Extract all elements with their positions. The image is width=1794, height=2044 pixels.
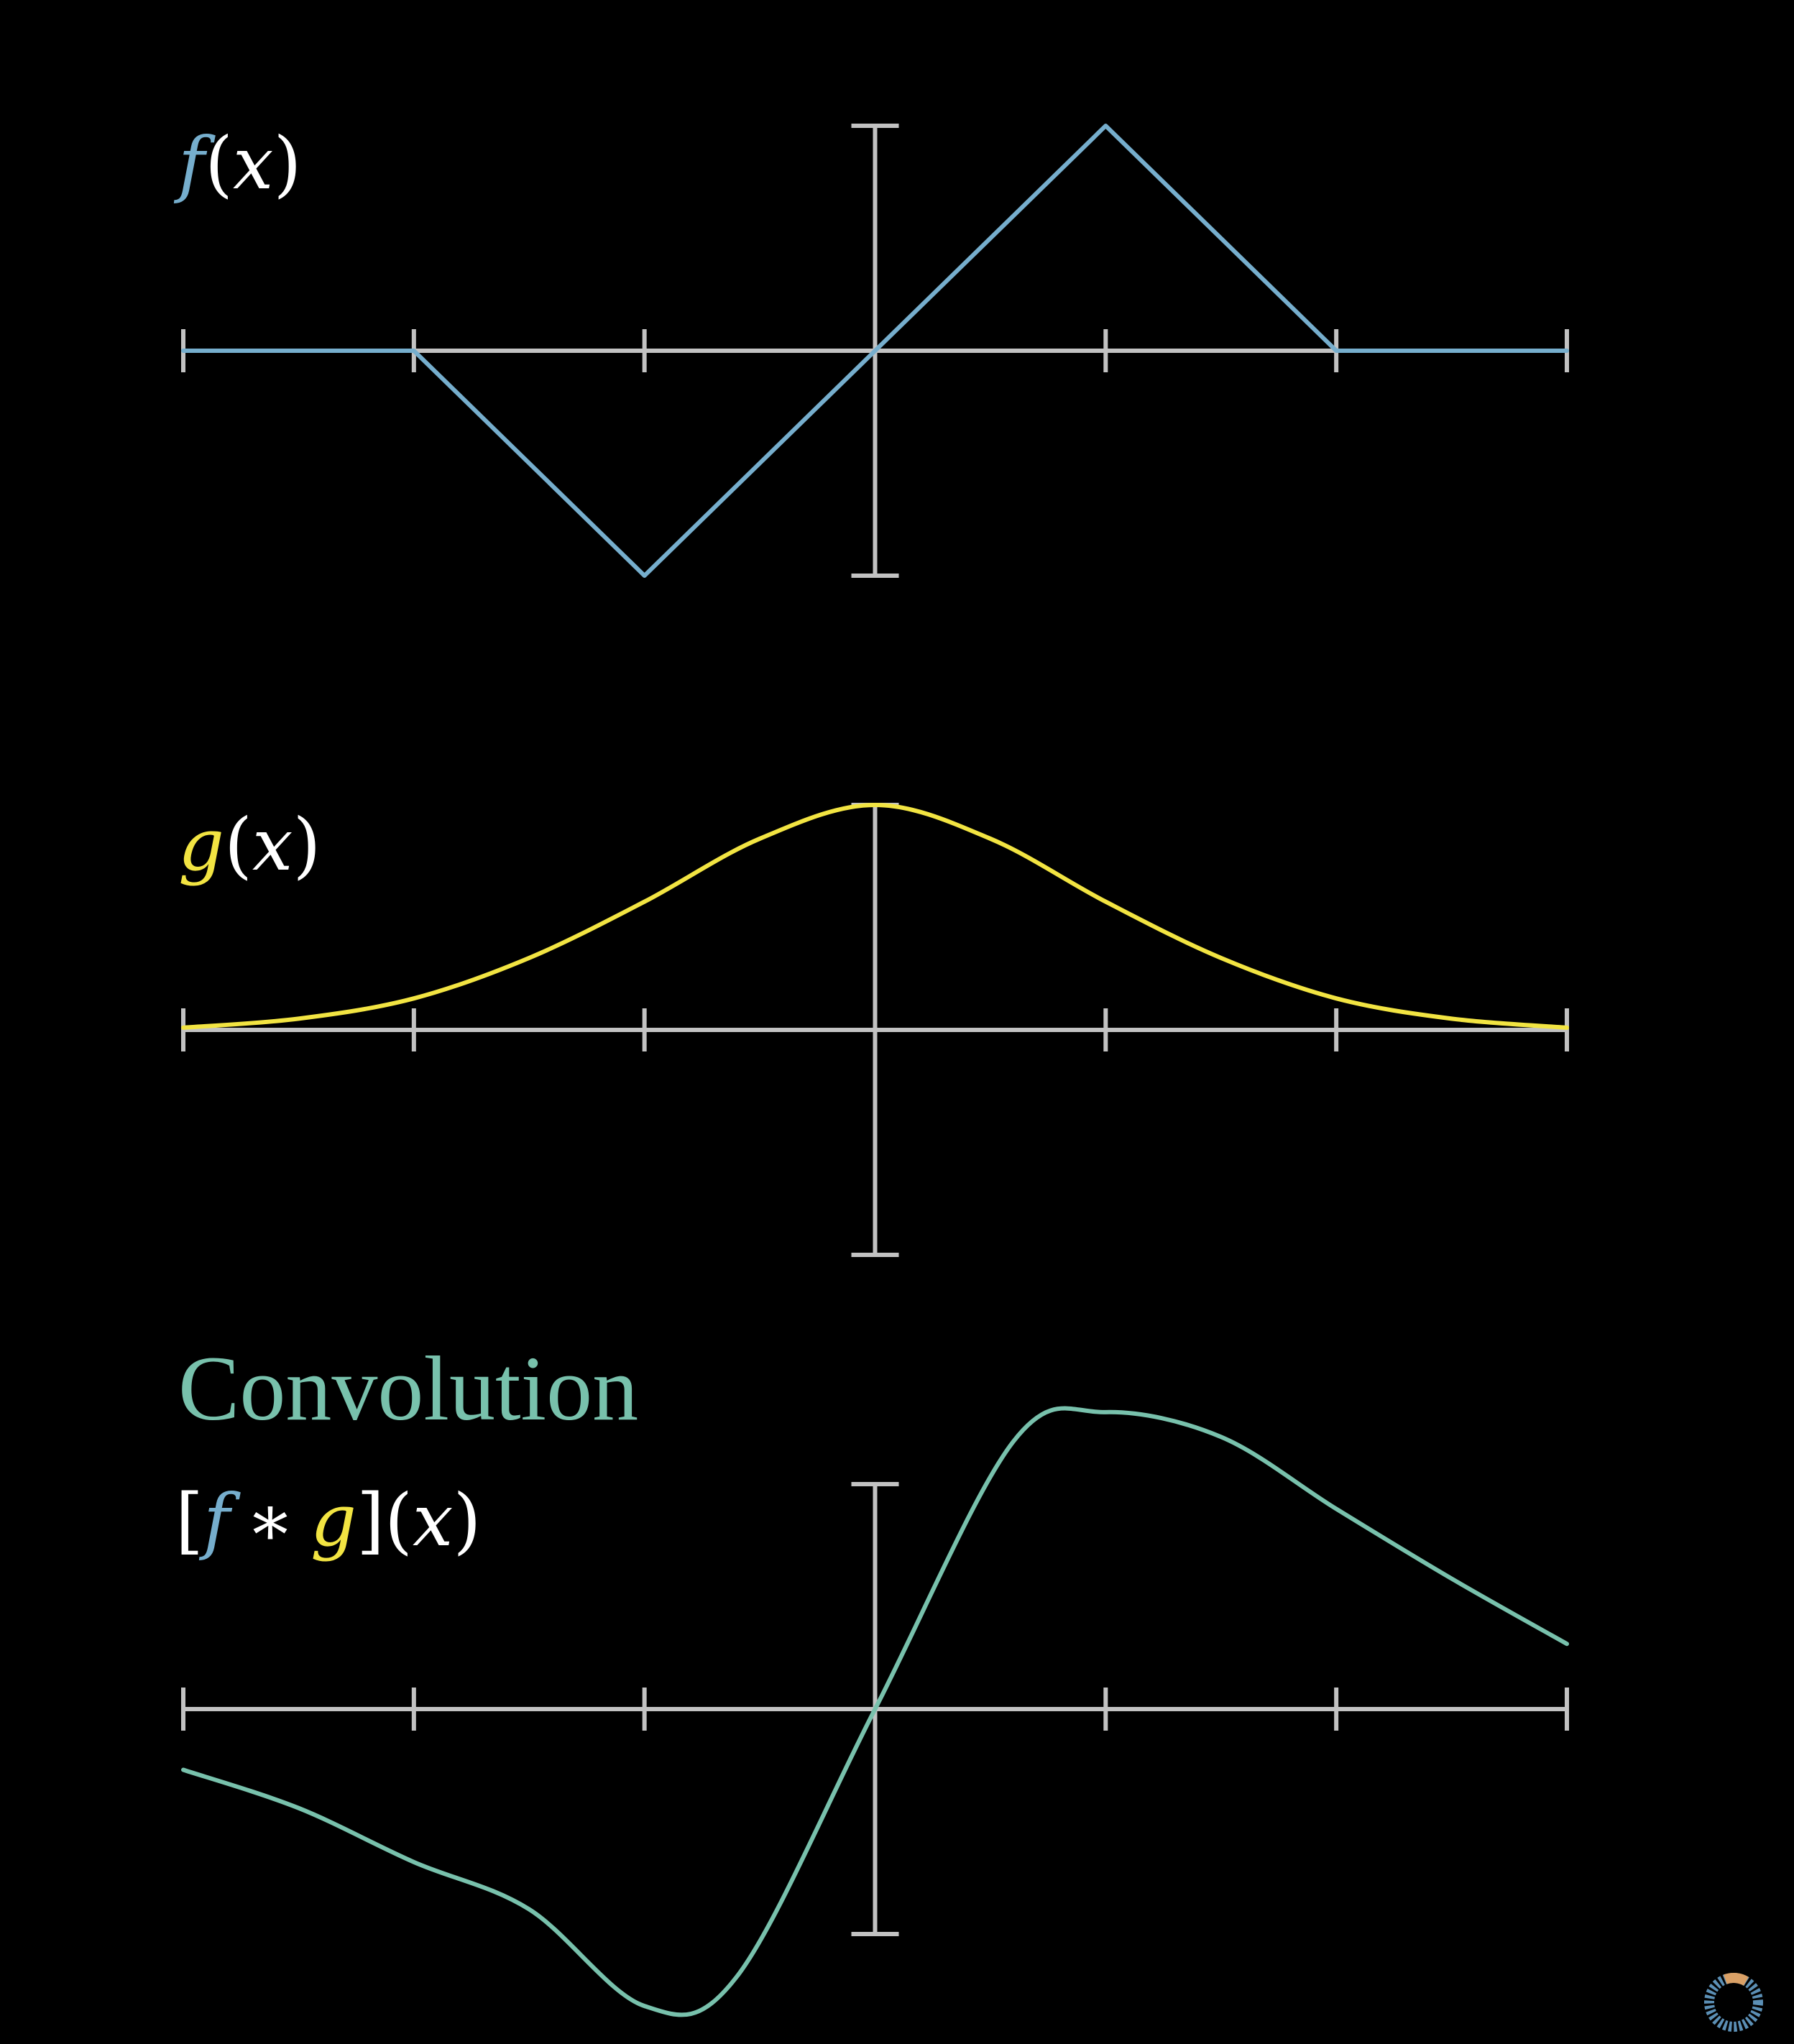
g-series-line <box>181 803 1569 1030</box>
conv-label-arg: x <box>413 1478 453 1562</box>
conv-label-close-bracket: ] <box>356 1478 385 1562</box>
conv-label-open-paren: ( <box>385 1478 413 1562</box>
g-marks <box>181 803 1569 1030</box>
spinner-center <box>1718 1987 1749 2018</box>
f-series-line <box>181 124 1569 578</box>
f-label-arg: x <box>233 121 273 206</box>
conv-label-close-paren: ) <box>453 1478 481 1562</box>
loading-spinner-icon <box>1704 1973 1763 2032</box>
f-panel: f(x) <box>173 121 1569 578</box>
g-label-name: g <box>178 803 224 887</box>
conv-label-star: ∗ <box>246 1478 295 1562</box>
conv-label-g: g <box>310 1478 356 1562</box>
f-label-close-paren: ) <box>273 121 301 206</box>
g-axes <box>181 803 1569 1257</box>
conv-label-open-bracket: [ <box>175 1478 203 1562</box>
f-label: f(x) <box>173 121 301 206</box>
g-label-close-paren: ) <box>293 803 321 887</box>
g-label: g(x) <box>178 803 321 887</box>
conv-series-line <box>181 1406 1569 2017</box>
g-panel: g(x) <box>178 803 1569 1257</box>
f-marks <box>181 124 1569 578</box>
f-label-open-paren: ( <box>205 121 233 206</box>
spinner-ring <box>1704 1973 1763 2032</box>
conv-title: Convolution <box>178 1338 638 1440</box>
g-label-open-paren: ( <box>224 803 252 887</box>
conv-label: [f ∗ g](x) <box>175 1478 481 1562</box>
conv-panel: Convolution [f ∗ g](x) <box>175 1338 1569 2017</box>
g-label-arg: x <box>252 803 293 887</box>
conv-marks <box>181 1406 1569 2017</box>
